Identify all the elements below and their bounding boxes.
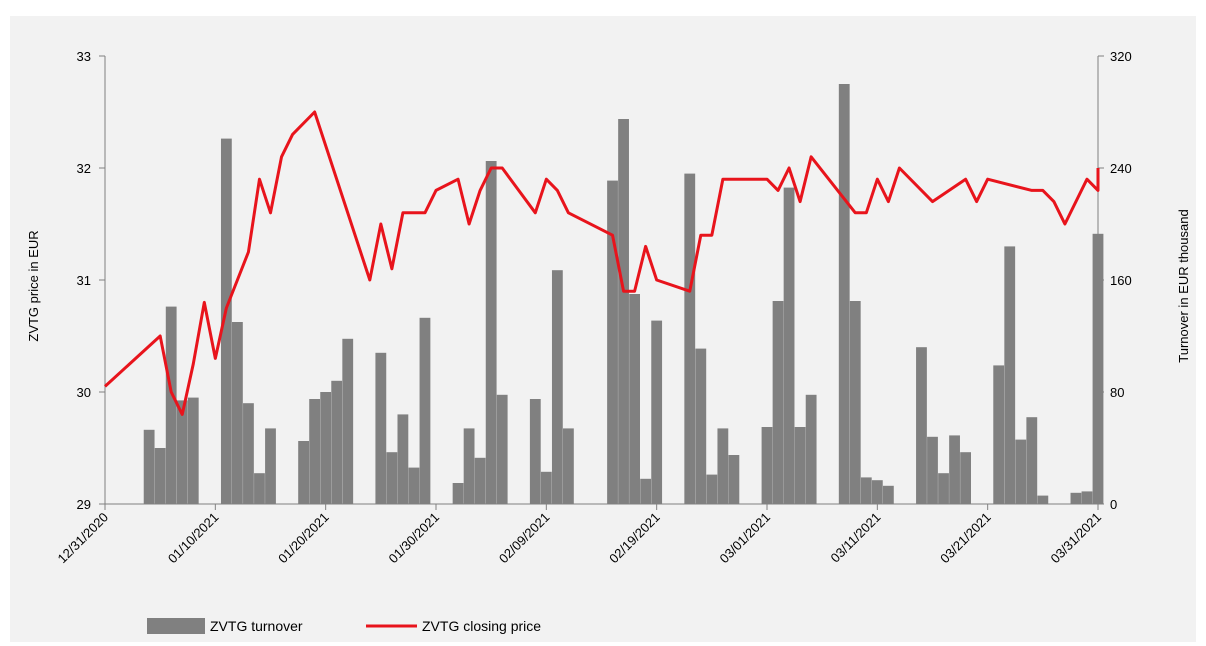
turnover-bar	[220, 138, 232, 504]
x-tick-label: 03/31/2021	[1047, 510, 1104, 567]
y-left-tick-label: 31	[77, 273, 91, 288]
turnover-bar	[860, 477, 872, 504]
turnover-bar	[695, 348, 707, 504]
turnover-bar	[706, 474, 718, 504]
turnover-bar	[927, 436, 938, 504]
turnover-bar	[231, 322, 243, 504]
y-left-tick-label: 29	[77, 497, 91, 512]
y-right-tick-label: 240	[1110, 161, 1132, 176]
turnover-bar	[1070, 492, 1082, 504]
turnover-bar	[298, 441, 309, 504]
chart-svg: 29 30 31 32 33 0 80 160 240 320 12/31/2020 01/10/20…	[26, 49, 1191, 634]
turnover-bar	[684, 173, 696, 504]
turnover-bar	[397, 414, 409, 504]
turnover-bar	[485, 161, 497, 504]
turnover-bar	[463, 428, 475, 504]
turnover-bar	[176, 400, 188, 504]
turnover-bar	[408, 467, 420, 504]
turnover-bar	[849, 301, 861, 504]
turnover-bar	[265, 428, 276, 504]
turnover-bar	[993, 365, 1005, 504]
turnover-bar	[761, 427, 773, 504]
turnover-bar	[1015, 439, 1027, 504]
y-left-tick-label: 30	[77, 385, 91, 400]
x-tick-label: 01/30/2021	[385, 510, 442, 567]
axes-layer	[99, 55, 1104, 510]
legend-closing-price-label: ZVTG closing price	[422, 618, 541, 634]
y-right-tick-label: 80	[1110, 385, 1124, 400]
turnover-bar	[154, 448, 166, 504]
chart-area: 29 30 31 32 33 0 80 160 240 320 12/31/2020 01/10/20…	[10, 16, 1196, 642]
turnover-bar	[419, 317, 431, 504]
y-left-tick-label: 33	[77, 49, 91, 64]
turnover-bar	[1004, 246, 1016, 504]
turnover-bar	[618, 119, 629, 504]
turnover-bar	[640, 478, 652, 504]
turnover-bar	[783, 187, 795, 504]
y-left-axis-title: ZVTG price in EUR	[26, 230, 41, 341]
x-tick-label: 03/21/2021	[937, 510, 994, 567]
closing-price-line	[103, 110, 1100, 416]
x-tick-label: 01/10/2021	[165, 510, 222, 567]
turnover-bar	[1037, 495, 1049, 504]
turnover-bar	[529, 399, 541, 504]
turnover-bar	[551, 270, 563, 504]
turnover-bar	[562, 428, 574, 504]
turnover-bar	[949, 435, 960, 504]
turnover-bar	[938, 473, 949, 504]
turnover-bar	[651, 320, 663, 504]
turnover-bar	[1081, 491, 1093, 504]
turnover-bar	[717, 428, 729, 504]
legend: ZVTG turnover ZVTG closing price	[147, 618, 541, 634]
legend-turnover-label: ZVTG turnover	[210, 618, 303, 634]
turnover-bar	[375, 352, 387, 504]
turnover-bar	[772, 301, 784, 504]
turnover-bar	[960, 452, 971, 504]
turnover-bar	[165, 306, 177, 504]
y-right-tick-label: 320	[1110, 49, 1132, 64]
turnover-bar	[452, 483, 464, 504]
line-layer	[103, 110, 1100, 416]
x-tick-label: 03/01/2021	[716, 510, 773, 567]
turnover-bar	[320, 392, 332, 504]
y-right-tick-label: 0	[1110, 497, 1117, 512]
turnover-bar	[386, 452, 398, 504]
y-right-tick-label: 160	[1110, 273, 1132, 288]
turnover-bar	[882, 485, 894, 504]
turnover-bar	[342, 338, 354, 504]
legend-turnover-swatch	[147, 618, 205, 634]
x-tick-label: 02/09/2021	[496, 510, 553, 567]
x-tick-label: 12/31/2020	[54, 510, 111, 567]
turnover-bar	[540, 471, 552, 504]
turnover-bar	[794, 427, 806, 504]
x-tick-label: 03/11/2021	[828, 510, 884, 566]
turnover-bar	[496, 394, 508, 504]
turnover-bar	[607, 180, 618, 504]
x-tick-label: 01/20/2021	[275, 510, 332, 567]
y-left-tick-label: 32	[77, 161, 91, 176]
turnover-bar	[309, 399, 321, 504]
turnover-bar	[331, 380, 343, 504]
turnover-bar	[254, 473, 265, 504]
turnover-bar	[916, 347, 927, 504]
turnover-bar	[838, 84, 850, 504]
turnover-bar	[1026, 417, 1038, 504]
turnover-bar	[629, 294, 640, 504]
turnover-bar	[805, 394, 817, 504]
turnover-bar	[871, 480, 883, 504]
turnover-bar	[728, 455, 740, 504]
turnover-bar	[243, 403, 254, 504]
y-right-axis-title: Turnover in EUR thousand	[1176, 209, 1191, 362]
turnover-bar	[143, 429, 155, 504]
x-tick-label: 02/19/2021	[606, 510, 663, 567]
bars-layer	[143, 84, 1104, 505]
turnover-bar	[474, 457, 486, 504]
turnover-bar	[187, 397, 199, 504]
